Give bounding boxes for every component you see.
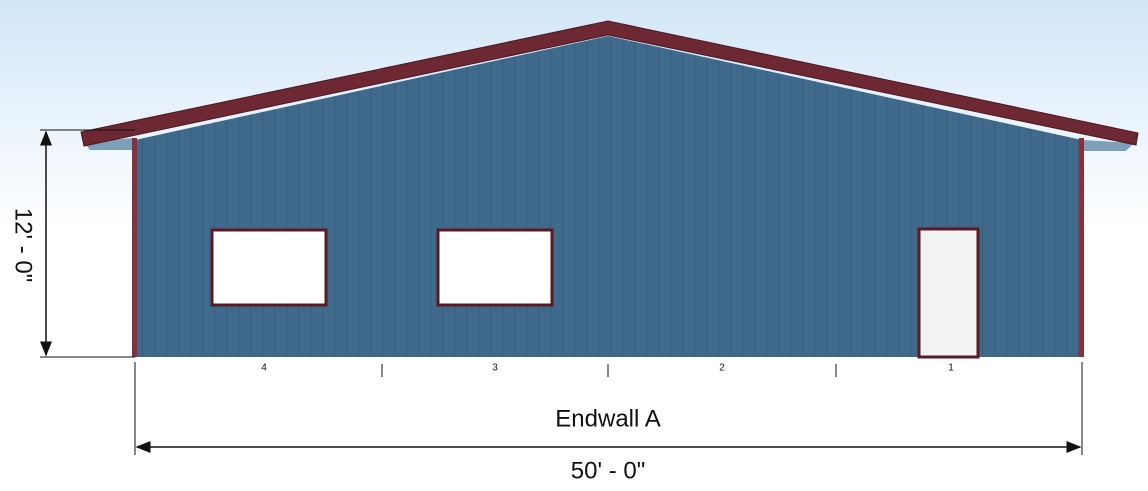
wall-name: Endwall A <box>555 405 660 432</box>
window <box>210 228 328 307</box>
bay-label: 1 <box>948 363 954 374</box>
bay-label: 3 <box>492 363 498 374</box>
door <box>917 227 980 359</box>
roof-trim <box>80 20 1139 147</box>
corner-trim <box>1079 138 1084 357</box>
width-label: 50' - 0" <box>571 457 645 484</box>
soffit <box>1082 140 1134 151</box>
bay-ticks <box>134 362 1083 378</box>
bay-label: 2 <box>719 363 725 374</box>
corner-trim <box>132 138 137 357</box>
wall <box>135 36 1082 357</box>
height-label: 12' - 0" <box>10 208 37 282</box>
window <box>436 228 554 307</box>
bay-label: 4 <box>261 363 267 374</box>
